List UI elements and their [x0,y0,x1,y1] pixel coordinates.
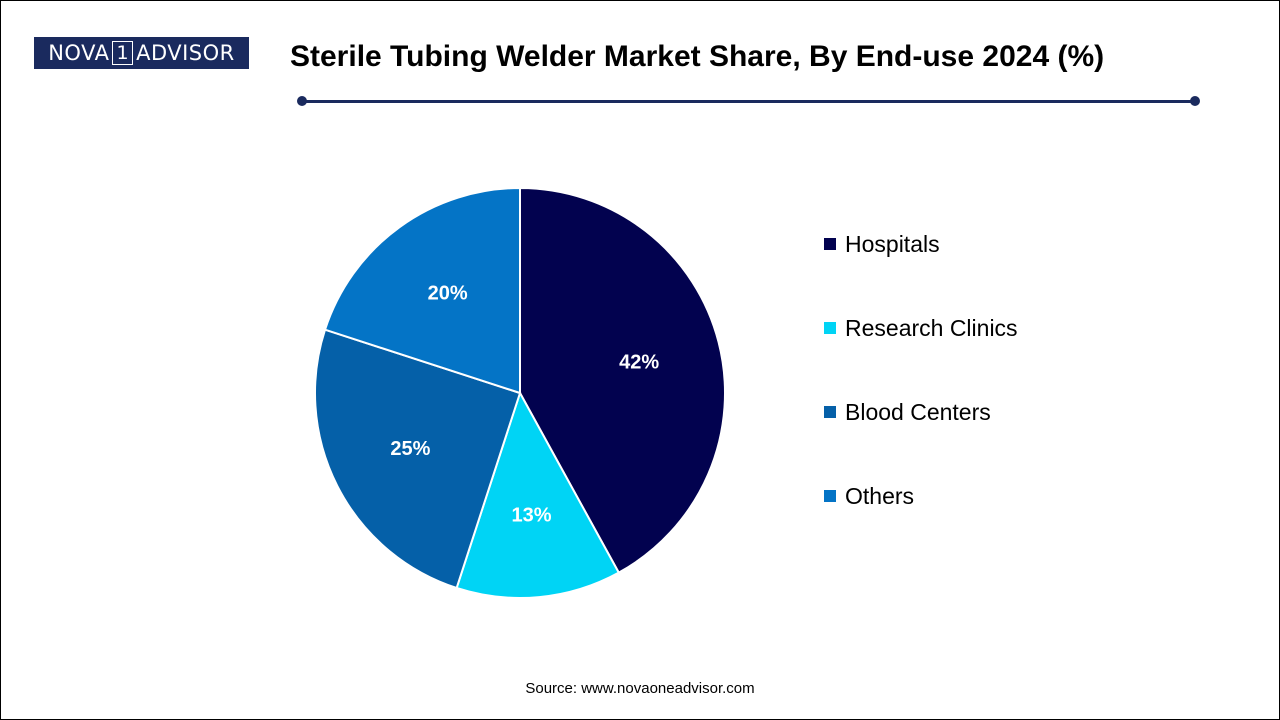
legend-swatch-hospitals [824,238,836,250]
legend-swatch-research-clinics [824,322,836,334]
chart-legend: Hospitals Research Clinics Blood Centers Ot… [824,228,1018,564]
pie-slice-research-clinics [455,390,621,599]
logo-digit: 1 [112,41,134,65]
legend-item-hospitals: Hospitals [824,228,1018,260]
chart-title: Sterile Tubing Welder Market Share, By E… [290,40,1105,73]
pie-slice-blood-centers [314,328,522,590]
logo-text-left: NOVA [48,41,110,65]
slice-label-research-clinics: 13% [512,504,552,526]
legend-item-others: Others [824,480,1018,512]
title-underline-dot-left [297,96,307,106]
brand-logo: NOVA 1 ADVISOR [34,37,249,69]
legend-label-others: Others [845,482,915,509]
source-note: Source: www.novaoneadvisor.com [525,680,755,697]
legend-item-research-clinics: Research Clinics [824,312,1018,344]
pie-slice-hospitals [519,186,726,575]
slice-label-others: 20% [428,282,468,304]
slice-label-hospitals: 42% [619,351,659,373]
legend-label-blood-centers: Blood Centers [845,398,991,425]
title-underline-dot-right [1190,96,1200,106]
pie-slice-others [323,186,521,395]
slice-label-blood-centers: 25% [390,438,430,460]
legend-swatch-blood-centers [824,406,836,418]
legend-item-blood-centers: Blood Centers [824,396,1018,428]
legend-label-research-clinics: Research Clinics [845,314,1018,341]
legend-label-hospitals: Hospitals [845,230,940,257]
legend-swatch-others [824,490,836,502]
logo-text-right: ADVISOR [136,41,235,65]
title-underline [302,100,1196,103]
